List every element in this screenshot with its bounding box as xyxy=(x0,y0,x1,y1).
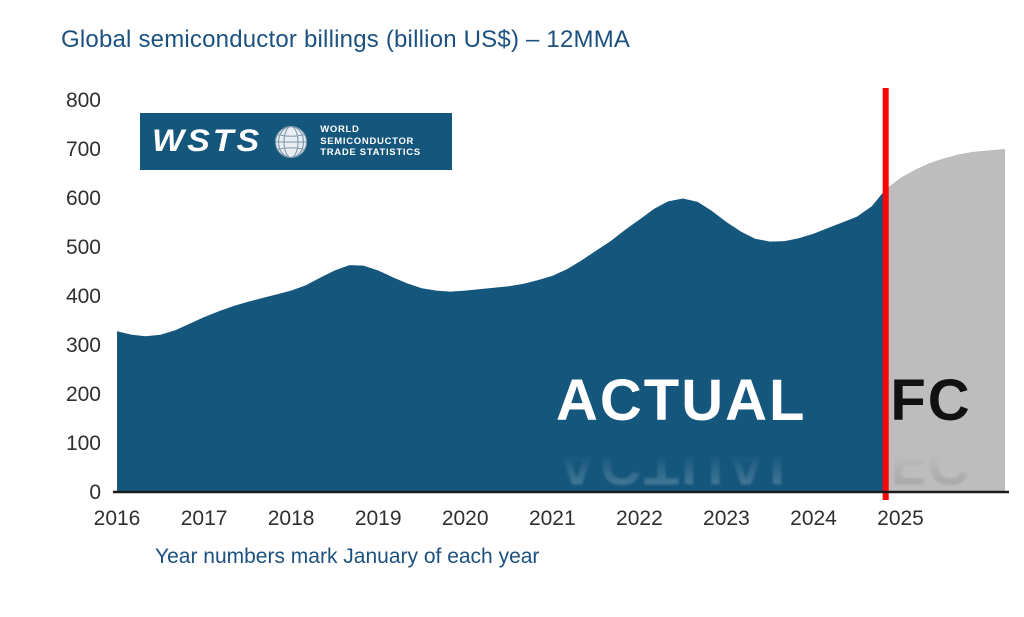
forecast-label-reflection: FC xyxy=(890,431,972,496)
x-tick-label: 2019 xyxy=(355,507,402,530)
x-tick-label: 2016 xyxy=(94,507,141,530)
globe-icon xyxy=(274,125,308,159)
forecast-label-text: FC xyxy=(890,368,972,433)
x-tick-label: 2024 xyxy=(790,507,837,530)
actual-label-reflection: ACTUAL xyxy=(556,431,807,496)
wsts-wordmark: WSTS xyxy=(152,123,263,159)
actual-label: ACTUAL ACTUAL xyxy=(556,368,807,497)
y-tick-label: 500 xyxy=(66,236,101,259)
y-tick-label: 800 xyxy=(66,89,101,112)
x-tick-label: 2021 xyxy=(529,507,576,530)
x-tick-label: 2018 xyxy=(268,507,315,530)
y-tick-label: 200 xyxy=(66,383,101,406)
chart-title: Global semiconductor billings (billion U… xyxy=(61,26,631,53)
area-fc xyxy=(885,149,1005,492)
x-tick-label: 2020 xyxy=(442,507,489,530)
y-tick-label: 300 xyxy=(66,334,101,357)
logo-line-1: WORLD xyxy=(320,123,360,135)
actual-label-text: ACTUAL xyxy=(556,368,807,433)
y-tick-label: 600 xyxy=(66,187,101,210)
logo-line-3: TRADE STATISTICS xyxy=(320,147,421,159)
area-actual xyxy=(117,189,886,492)
y-tick-label: 0 xyxy=(89,481,101,504)
forecast-label: FC FC xyxy=(886,368,976,497)
axis-footnote: Year numbers mark January of each year xyxy=(155,545,540,568)
x-tick-label: 2023 xyxy=(703,507,750,530)
y-tick-label: 400 xyxy=(66,285,101,308)
logo-text: WORLD SEMICONDUCTOR TRADE STATISTICS xyxy=(320,124,421,160)
x-tick-label: 2022 xyxy=(616,507,663,530)
y-tick-label: 100 xyxy=(66,432,101,455)
y-tick-label: 700 xyxy=(66,138,101,161)
logo-line-2: SEMICONDUCTOR xyxy=(320,135,415,147)
x-tick-label: 2017 xyxy=(181,507,228,530)
wsts-logo: WSTS WORLD SEMICONDUCTOR TRADE STATISTIC… xyxy=(140,113,452,170)
x-tick-label: 2025 xyxy=(877,507,924,530)
